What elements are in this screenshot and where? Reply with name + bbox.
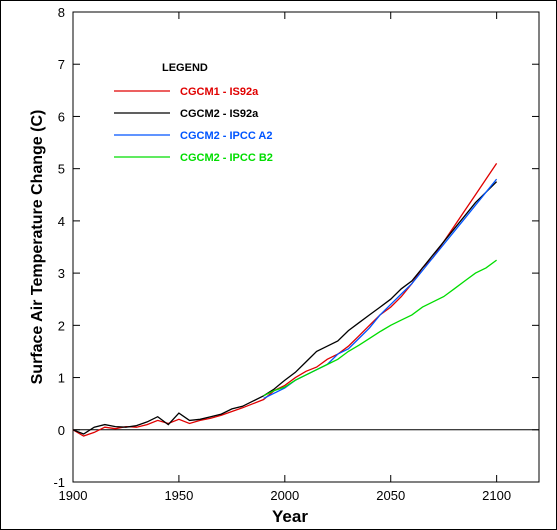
series-line	[72, 181, 498, 435]
y-tick-label: 8	[58, 5, 65, 20]
x-tick-label: 2050	[376, 488, 405, 503]
y-tick-label: 4	[58, 214, 65, 229]
y-tick-label: 1	[58, 371, 65, 386]
y-tick-label: 5	[58, 162, 65, 177]
x-tick-label: 2000	[270, 488, 299, 503]
legend-title: LEGEND	[162, 62, 208, 74]
y-tick-label: 7	[58, 57, 65, 72]
y-tick-label: -1	[53, 475, 65, 490]
legend-label: CGCM1 - IS92a	[180, 86, 259, 98]
y-tick-label: 0	[58, 423, 65, 438]
legend: LEGEND CGCM1 - IS92a CGCM2 - IS92a CGCM2 -…	[114, 62, 273, 164]
y-tick-label: 2	[58, 318, 65, 333]
x-axis-title: Year	[272, 507, 308, 526]
series-lines	[72, 163, 498, 437]
series-line	[263, 178, 498, 399]
y-tick-label: 6	[58, 109, 65, 124]
series-line	[263, 259, 497, 397]
axis-ticks: -1 0 1 2 3 4 5 6 7 8 1900 1950 2000 2050 2100	[53, 5, 539, 503]
y-tick-label: 3	[58, 266, 65, 281]
legend-label: CGCM2 - IPCC A2	[180, 130, 273, 142]
y-axis-title: Surface Air Temperature Change (C)	[29, 110, 46, 385]
plot-area	[72, 11, 540, 483]
x-tick-label: 1950	[164, 488, 193, 503]
x-tick-label: 2100	[482, 488, 511, 503]
legend-label: CGCM2 - IPCC B2	[180, 152, 273, 164]
x-tick-label: 1900	[59, 488, 88, 503]
legend-label: CGCM2 - IS92a	[180, 108, 259, 120]
series-line	[72, 163, 498, 437]
